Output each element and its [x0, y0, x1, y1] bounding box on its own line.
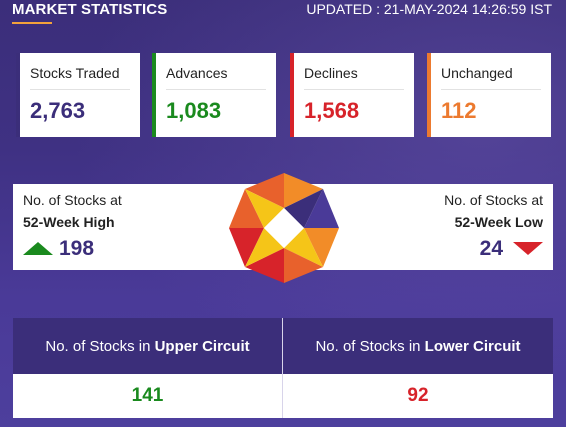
triangle-down-icon: [513, 242, 543, 255]
card-accent-bar: [16, 53, 20, 137]
title-underline: [12, 22, 52, 24]
card-stocks-traded: Stocks Traded 2,763: [16, 53, 140, 137]
card-divider: [304, 89, 404, 90]
upper-circuit-header: No. of Stocks in Upper Circuit: [13, 318, 282, 374]
upper-circuit-prefix: No. of Stocks in: [45, 337, 155, 355]
lower-circuit-header: No. of Stocks in Lower Circuit: [283, 318, 553, 374]
updated-timestamp: UPDATED : 21-MAY-2024 14:26:59 IST: [306, 1, 552, 17]
card-value: 1,568: [304, 98, 360, 123]
lower-circuit-emphasis: Lower Circuit: [424, 337, 521, 355]
card-unchanged: Unchanged 112: [427, 53, 551, 137]
lower-circuit-value: 92: [283, 374, 553, 418]
card-value: 2,763: [30, 98, 86, 123]
upper-circuit-value: 141: [13, 374, 282, 418]
week52-low-value: 24: [479, 237, 503, 260]
card-value: 1,083: [166, 98, 222, 123]
upper-circuit-emphasis: Upper Circuit: [154, 337, 250, 355]
card-divider: [166, 89, 266, 90]
card-advances: Advances 1,083: [152, 53, 276, 137]
card-label: Advances: [166, 65, 228, 81]
section-title: MARKET STATISTICS: [12, 1, 168, 18]
card-label: Unchanged: [441, 65, 513, 81]
card-divider: [30, 89, 130, 90]
card-value: 112: [441, 98, 477, 123]
week52-low-label: No. of Stocks at: [444, 192, 543, 208]
card-accent-bar: [290, 53, 294, 137]
week52-low-title: 52-Week Low: [454, 214, 543, 230]
triangle-up-icon: [23, 242, 53, 255]
week52-high-label: No. of Stocks at: [23, 192, 122, 208]
card-declines: Declines 1,568: [290, 53, 414, 137]
card-accent-bar: [427, 53, 431, 137]
week52-high-value: 198: [59, 237, 95, 260]
card-label: Stocks Traded: [30, 65, 120, 81]
nse-logo-icon: [229, 173, 339, 283]
card-accent-bar: [152, 53, 156, 137]
card-label: Declines: [304, 65, 358, 81]
lower-circuit-prefix: No. of Stocks in: [315, 337, 425, 355]
circuit-divider: [282, 318, 283, 418]
card-divider: [441, 89, 541, 90]
week52-high-title: 52-Week High: [23, 214, 115, 230]
